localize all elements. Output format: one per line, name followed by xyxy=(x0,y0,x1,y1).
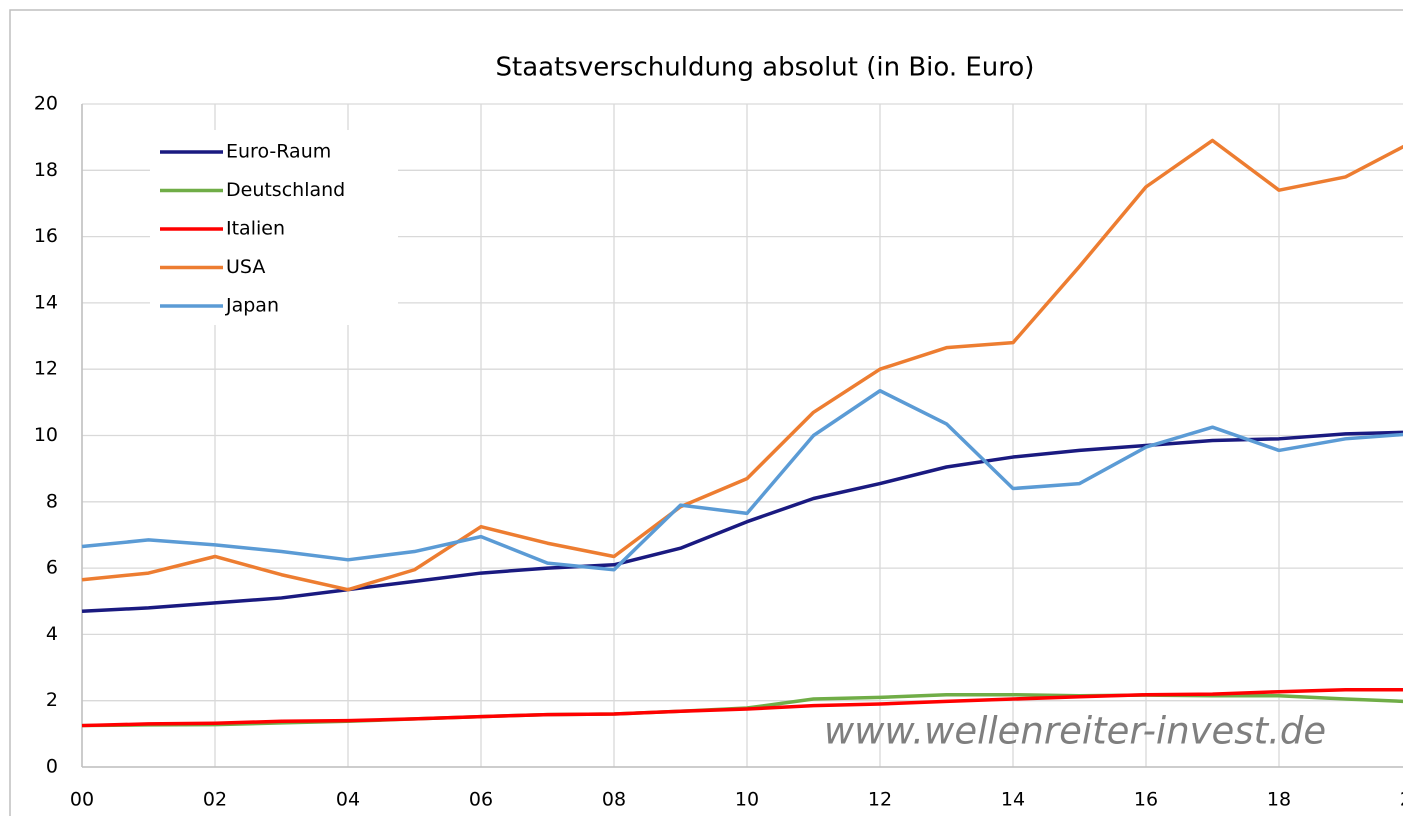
series-line xyxy=(81,388,1403,572)
legend: Euro-Raum Deutschland Italien USA Japan xyxy=(150,130,398,325)
legend-label: USA xyxy=(226,256,265,278)
legend-label: Deutschland xyxy=(226,179,345,201)
watermark: www.wellenreiter-invest.de xyxy=(824,710,1326,753)
x-tick-label: 14 xyxy=(1001,789,1025,811)
lines xyxy=(81,138,1403,728)
grid: 024681012141618200002040608101214161820 xyxy=(34,93,1403,811)
y-tick-label: 10 xyxy=(34,424,58,446)
series-line xyxy=(81,138,1403,592)
y-tick-label: 4 xyxy=(46,623,58,645)
x-tick-label: 20 xyxy=(1400,789,1403,811)
x-tick-label: 06 xyxy=(469,789,493,811)
chart-title: Staatsverschuldung absolut (in Bio. Euro… xyxy=(496,53,1035,83)
y-tick-label: 0 xyxy=(46,756,58,778)
legend-label: Euro-Raum xyxy=(226,141,331,163)
x-tick-label: 04 xyxy=(336,789,360,811)
legend-label: Japan xyxy=(225,295,279,317)
y-tick-label: 8 xyxy=(46,490,58,512)
x-tick-label: 08 xyxy=(602,789,626,811)
x-tick-label: 12 xyxy=(868,789,892,811)
y-tick-label: 14 xyxy=(34,291,58,313)
legend-label: Italien xyxy=(226,218,285,240)
y-tick-label: 20 xyxy=(34,93,58,115)
x-tick-label: 02 xyxy=(203,789,227,811)
x-tick-label: 18 xyxy=(1267,789,1291,811)
y-tick-label: 16 xyxy=(34,225,58,247)
series-line xyxy=(81,688,1403,728)
y-tick-label: 2 xyxy=(46,689,58,711)
x-tick-label: 10 xyxy=(735,789,759,811)
y-tick-label: 12 xyxy=(34,358,58,380)
x-tick-label: 00 xyxy=(70,789,94,811)
x-tick-label: 16 xyxy=(1134,789,1158,811)
y-tick-label: 6 xyxy=(46,557,58,579)
series-line xyxy=(81,430,1403,613)
y-tick-label: 18 xyxy=(34,159,58,181)
